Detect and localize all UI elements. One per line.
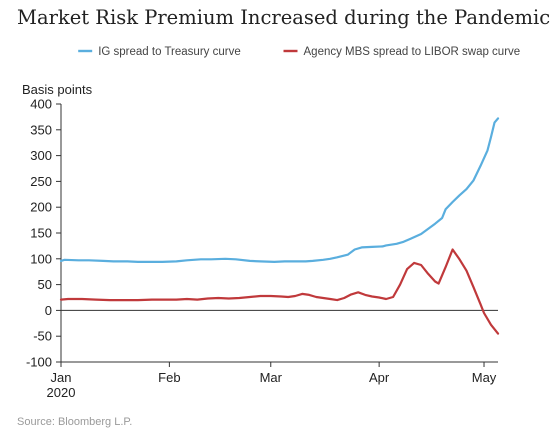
series-group [59,117,500,335]
y-tick-label: 350 [30,122,52,137]
legend-label-2: Agency MBS spread to LIBOR swap curve [304,46,521,58]
x-tick-label: Mar [260,370,283,385]
chart-title: Market Risk Premium Increased during the… [17,6,550,29]
y-tick-label: 300 [30,148,52,163]
y-tick-label: 400 [30,97,52,112]
x-tick-sublabel: 2020 [47,385,76,400]
y-tick-label: -100 [26,355,52,370]
y-tick-label: 150 [30,226,52,241]
y-axis-label: Basis points [22,82,93,97]
legend-label-1: IG spread to Treasury curve [98,46,241,58]
source-note: Source: Bloomberg L.P. [17,416,133,428]
y-tick-label: 50 [38,277,52,292]
y-tick-label: 0 [45,303,52,318]
x-tick-label: May [472,370,497,385]
y-tick-label: -50 [33,329,52,344]
x-tick-label: Apr [369,370,390,385]
y-tick-label: 100 [30,251,52,266]
legend: IG spread to Treasury curve Agency MBS sp… [78,46,520,58]
y-tick-label: 200 [30,200,52,215]
series-line-1 [59,117,500,263]
x-tick-label: Feb [158,370,180,385]
series-line-2 [59,248,500,335]
y-tick-label: 250 [30,174,52,189]
x-tick-label: Jan [51,370,72,385]
